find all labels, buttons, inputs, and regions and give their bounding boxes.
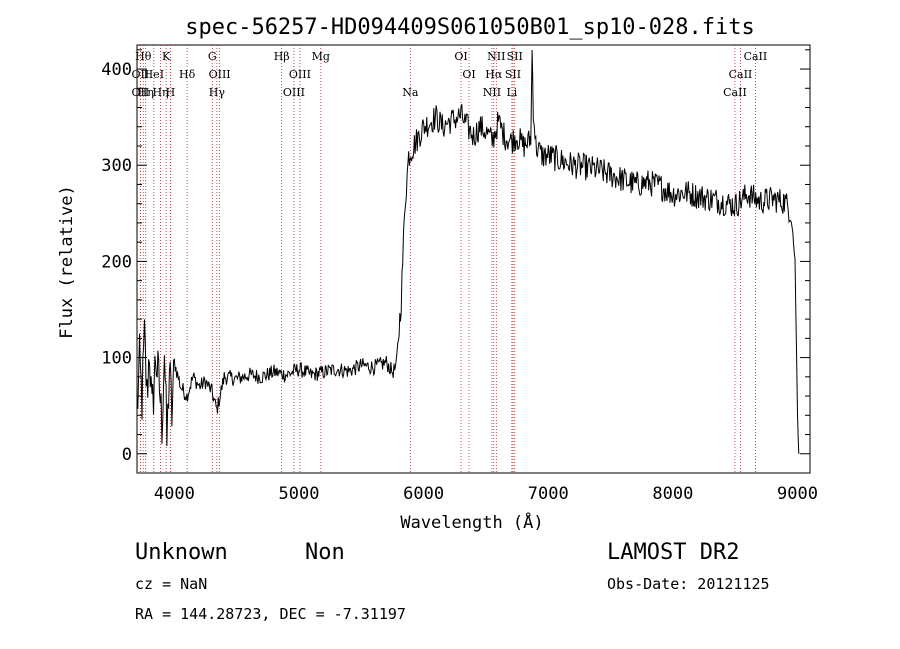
line-marker-label-4: HeI — [144, 68, 164, 81]
line-marker-label-18: OI — [462, 68, 475, 81]
line-marker-label-16: Na — [402, 86, 419, 99]
x-tick-label: 5000 — [279, 484, 320, 504]
line-markers — [139, 45, 756, 473]
y-tick-label: 300 — [101, 156, 132, 176]
y-axis-ticks: 0 100 200 300 400 — [101, 49, 810, 474]
y-tick-label: 200 — [101, 252, 132, 272]
line-marker-label-1: OII — [132, 86, 150, 99]
survey-name: LAMOST DR2 — [607, 540, 739, 565]
line-marker-label-21: NII — [487, 50, 505, 63]
chart-title: spec-56257-HD094409S061050B01_sp10-028.f… — [185, 15, 755, 40]
x-axis-label: Wavelength (Å) — [400, 511, 543, 533]
line-marker-label-5: Hη — [152, 86, 168, 99]
line-marker-label-6: K — [162, 50, 171, 63]
plot-frame — [136, 44, 811, 474]
x-tick-label: 6000 — [403, 484, 444, 504]
line-marker-label-9: G — [208, 50, 217, 63]
line-marker-label-24: SII — [507, 50, 523, 63]
line-marker-labels: OIIOIIHθHηHeIHηKHHδGHγOIIIHβOIIIOIIIMgNa… — [132, 50, 768, 99]
line-marker-label-0: OII — [132, 68, 150, 81]
object-subclass: Non — [305, 540, 345, 565]
line-marker-label-10: Hγ — [209, 86, 226, 99]
y-tick-label: 0 — [122, 445, 132, 465]
x-tick-label: 8000 — [652, 484, 693, 504]
coordinates: RA = 144.28723, DEC = -7.31197 — [135, 605, 406, 623]
spectrum-series — [136, 49, 800, 454]
line-marker-label-22: Li — [506, 86, 517, 99]
line-marker-label-14: OIII — [289, 68, 311, 81]
object-class: Unknown — [135, 540, 228, 565]
line-marker-label-8: Hδ — [179, 68, 196, 81]
line-marker-label-2: Hθ — [135, 50, 152, 63]
line-marker-label-3: Hη — [138, 86, 154, 99]
line-marker-label-7: H — [166, 86, 176, 99]
line-marker-label-20: Hα — [485, 68, 503, 81]
line-marker-label-25: CaII — [723, 86, 747, 99]
line-marker-label-11: OIII — [209, 68, 231, 81]
spectrum-line — [136, 49, 800, 454]
x-tick-label: 7000 — [528, 484, 569, 504]
line-marker-label-23: SII — [505, 68, 521, 81]
y-tick-label: 100 — [101, 349, 132, 369]
y-axis-label: Flux (relative) — [57, 185, 77, 339]
line-marker-label-15: Mg — [312, 50, 330, 63]
line-marker-label-27: CaII — [744, 50, 768, 63]
redshift-cz: cz = NaN — [135, 575, 207, 593]
line-marker-label-17: OI — [454, 50, 467, 63]
line-marker-label-13: OIII — [283, 86, 305, 99]
observation-date: Obs-Date: 20121125 — [607, 575, 770, 593]
y-tick-label: 400 — [101, 60, 132, 80]
line-marker-label-12: Hβ — [274, 50, 290, 63]
x-tick-label: 4000 — [154, 484, 195, 504]
line-marker-label-19: NII — [483, 86, 501, 99]
line-marker-label-26: CaII — [729, 68, 753, 81]
x-axis-ticks: 4000 5000 6000 7000 8000 9000 — [154, 484, 818, 504]
x-tick-label: 9000 — [777, 484, 818, 504]
